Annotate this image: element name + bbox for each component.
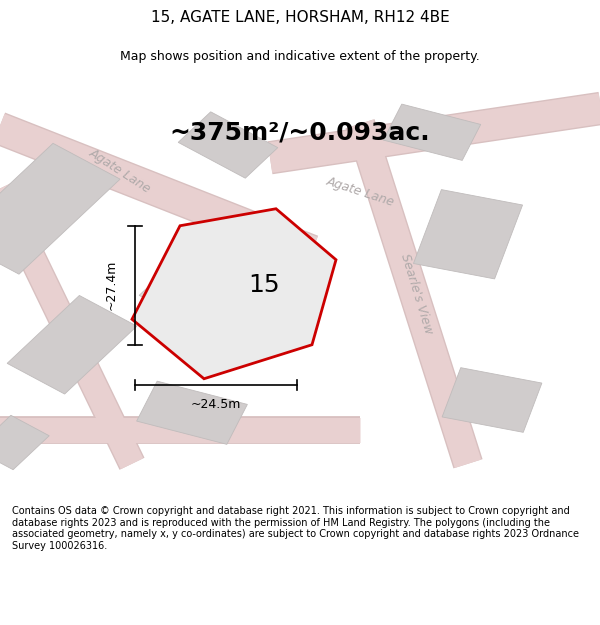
Polygon shape [139, 241, 293, 346]
Polygon shape [383, 104, 481, 161]
Text: Contains OS data © Crown copyright and database right 2021. This information is : Contains OS data © Crown copyright and d… [12, 506, 579, 551]
Polygon shape [132, 209, 336, 379]
Text: 15: 15 [248, 273, 280, 298]
Text: Map shows position and indicative extent of the property.: Map shows position and indicative extent… [120, 51, 480, 63]
Text: Searle's View: Searle's View [398, 252, 436, 336]
Text: 15, AGATE LANE, HORSHAM, RH12 4BE: 15, AGATE LANE, HORSHAM, RH12 4BE [151, 11, 449, 26]
Text: Agate Lane: Agate Lane [87, 146, 153, 195]
Polygon shape [178, 112, 278, 178]
Polygon shape [7, 296, 137, 394]
Text: ~375m²/~0.093ac.: ~375m²/~0.093ac. [170, 120, 430, 144]
Polygon shape [442, 368, 542, 432]
Polygon shape [0, 415, 49, 470]
Text: ~24.5m: ~24.5m [191, 398, 241, 411]
Polygon shape [0, 143, 120, 274]
Text: ~27.4m: ~27.4m [104, 260, 118, 311]
Polygon shape [137, 381, 247, 444]
Text: Agate Lane: Agate Lane [324, 174, 396, 209]
Polygon shape [413, 189, 523, 279]
